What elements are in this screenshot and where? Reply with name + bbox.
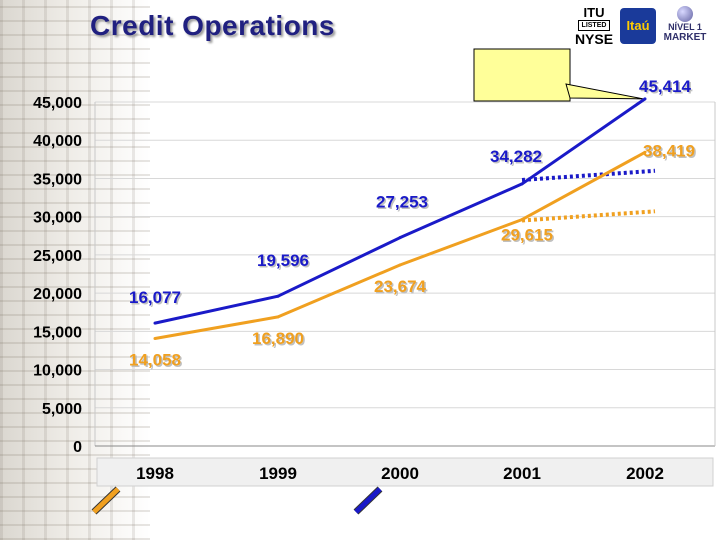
y-tick-label: 30,000 [33, 210, 82, 227]
y-tick-label: 25,000 [33, 248, 82, 265]
x-tick-label: 2000 [381, 464, 419, 483]
data-label-shadow: 16,077 [131, 290, 183, 309]
y-tick-label: 5,000 [42, 401, 82, 418]
callout-box [473, 48, 571, 102]
data-label-shadow: 45,414 [641, 78, 694, 97]
grid-layer [95, 101, 715, 447]
series-point [153, 337, 157, 341]
itu-logo-text: ITU [583, 5, 605, 20]
data-label-shadow: 19,596 [259, 253, 311, 272]
x-tick-label: 2002 [626, 464, 664, 483]
y-tick-label: 10,000 [33, 363, 82, 380]
data-label-shadow: 16,890 [254, 330, 306, 349]
data-label: 27,253 [376, 193, 428, 212]
series-point [520, 182, 524, 186]
series-point [276, 315, 280, 319]
callout-pointer [565, 83, 644, 100]
y-tick-label: 20,000 [33, 286, 82, 303]
listed-logo-text: LISTED [578, 20, 610, 31]
callout-layer [473, 48, 644, 102]
series-layer [153, 97, 656, 341]
data-label: 23,674 [374, 277, 427, 296]
series-point [398, 263, 402, 267]
logo-group: ITU LISTED NYSE Itaú NÍVEL 1 MARKET [572, 4, 712, 48]
data-label-shadow: 23,674 [376, 279, 429, 298]
x-tick-label: 2001 [503, 464, 541, 483]
series-point [398, 236, 402, 240]
legend-swatch [92, 487, 120, 514]
data-label: 38,419 [643, 141, 695, 160]
nivel-logo-text: NÍVEL 1 [668, 22, 702, 32]
series-point [643, 97, 647, 101]
data-label: 45,414 [639, 77, 692, 96]
data-label-shadow: 14,058 [131, 352, 183, 371]
y-tick-label: 40,000 [33, 133, 82, 150]
x-tick-label: 1999 [259, 464, 297, 483]
page-title: Credit Operations [90, 10, 335, 41]
y-tick-label: 15,000 [33, 324, 82, 341]
data-label: 14,058 [129, 351, 181, 370]
series-line [154, 150, 646, 341]
itu-nyse-logo: ITU LISTED NYSE [572, 5, 616, 47]
x-tick-label: 1998 [136, 464, 174, 483]
nivel-market-logo: NÍVEL 1 MARKET [660, 6, 710, 46]
y-tick-label: 45,000 [33, 95, 82, 112]
data-label: 34,282 [490, 147, 542, 166]
series-point [643, 150, 647, 154]
label-layer: 16,07716,07719,59619,59627,25327,25334,2… [129, 77, 697, 371]
legend-layer [91, 486, 383, 515]
trend-extension-line [521, 168, 656, 182]
series-point [520, 218, 524, 222]
data-label-shadow: 38,419 [645, 143, 697, 162]
trend-extension-line [521, 209, 656, 223]
x-axis-band [96, 457, 714, 487]
axis-layer: 45,000 40,000 35,000 30,000 25,000 20,000 15,0… [33, 95, 716, 487]
itau-logo: Itaú [620, 8, 656, 44]
data-label: 16,890 [252, 329, 304, 348]
legend-swatch [354, 487, 382, 514]
series-point [276, 294, 280, 298]
market-logo-text: MARKET [663, 32, 707, 43]
data-label-shadow: 27,253 [378, 194, 430, 213]
series-point [153, 321, 157, 325]
globe-icon [677, 6, 693, 22]
data-label-shadow: 34,282 [492, 148, 544, 167]
data-label: 29,615 [501, 226, 553, 245]
y-tick-label: 35,000 [33, 171, 82, 188]
nyse-logo-text: NYSE [574, 31, 614, 47]
background-building-photo [0, 0, 150, 540]
data-label: 19,596 [257, 251, 309, 270]
y-tick-label: 0 [73, 439, 82, 456]
data-label: 16,077 [129, 288, 181, 307]
data-label-shadow: 29,615 [503, 227, 555, 246]
